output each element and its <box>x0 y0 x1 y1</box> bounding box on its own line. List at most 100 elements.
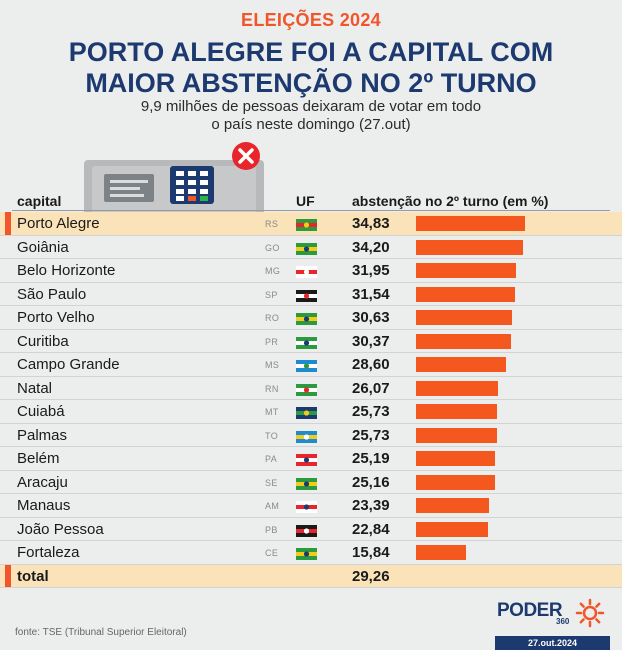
state-flag-icon <box>296 453 317 466</box>
state-flag-icon <box>296 242 317 255</box>
abstention-bar <box>416 521 488 537</box>
capital-name: João Pessoa <box>17 520 104 538</box>
capital-name: Belém <box>17 450 60 467</box>
abstention-bar <box>416 263 516 278</box>
table-row: São Paulo SP 31,54 <box>0 283 622 306</box>
table-row: Belém PA 25,19 <box>0 447 622 471</box>
headline: PORTO ALEGRE FOI A CAPITAL COM MAIOR ABS… <box>0 37 622 99</box>
capital-name: Porto Velho <box>17 309 95 326</box>
capital-name: Campo Grande <box>17 356 120 373</box>
date-badge: 27.out.2024 <box>495 636 610 650</box>
table-row: Curitiba PR 30,37 <box>0 330 622 353</box>
capital-name: Fortaleza <box>17 544 80 561</box>
state-flag-icon <box>296 524 317 537</box>
capital-name: Natal <box>17 379 53 397</box>
abstention-value: 30,37 <box>352 332 390 350</box>
abstention-value: 25,19 <box>352 450 390 467</box>
abstention-value: 34,20 <box>352 238 390 256</box>
capital-name: São Paulo <box>17 285 87 303</box>
table-row: Porto Velho RO 30,63 <box>0 306 622 330</box>
state-flag-icon <box>296 477 317 490</box>
table-row: Belo Horizonte MG 31,95 <box>0 259 622 283</box>
column-header-uf: UF <box>296 193 315 209</box>
table-row: Porto Alegre RS 34,83 <box>0 212 622 236</box>
uf-code: MS <box>265 360 280 370</box>
table-row: Fortaleza CE 15,84 <box>0 541 622 565</box>
uf-code: MT <box>265 407 279 417</box>
uf-code: AM <box>265 501 280 511</box>
table-row: Aracaju SE 25,16 <box>0 471 622 494</box>
uf-code: RN <box>265 383 279 394</box>
abstention-bar <box>416 451 495 466</box>
uf-code: TO <box>265 430 279 441</box>
uf-code: PA <box>265 454 278 464</box>
abstention-value: 31,95 <box>352 262 390 279</box>
abstention-bar <box>416 239 523 255</box>
state-flag-icon <box>296 336 317 349</box>
abstention-bar <box>416 357 506 372</box>
source-note: fonte: TSE (Tribunal Superior Eleitoral) <box>15 627 187 638</box>
uf-code: PB <box>265 524 278 535</box>
capital-name: Belo Horizonte <box>17 262 116 279</box>
state-flag-icon <box>296 312 317 325</box>
kicker: ELEIÇÕES 2024 <box>241 10 381 30</box>
abstention-bar <box>416 380 498 396</box>
brand-logo: PODER <box>497 600 563 621</box>
abstention-value: 28,60 <box>352 356 390 373</box>
abstention-bar <box>416 545 466 560</box>
abstention-value: 25,73 <box>352 426 390 444</box>
abstention-value: 31,54 <box>352 285 390 303</box>
abstention-bar <box>416 404 497 419</box>
total-label: total <box>17 567 49 585</box>
abstention-value: 22,84 <box>352 520 390 538</box>
capital-name: Curitiba <box>17 332 69 350</box>
abstention-bar <box>416 310 512 325</box>
voting-machine-icon <box>84 142 264 215</box>
state-flag-icon <box>296 359 317 372</box>
capital-name: Manaus <box>17 497 71 514</box>
abstention-value: 30,63 <box>352 309 390 326</box>
capital-name: Cuiabá <box>17 403 65 420</box>
total-row: total 29,26 <box>0 564 622 588</box>
uf-code: GO <box>265 242 280 253</box>
total-value: 29,26 <box>352 567 390 585</box>
uf-code: SP <box>265 289 278 300</box>
abstention-bar <box>416 333 511 349</box>
table-row: João Pessoa PB 22,84 <box>0 518 622 541</box>
state-flag-icon <box>296 383 317 396</box>
capital-name: Aracaju <box>17 473 68 491</box>
headline-line-2: MAIOR ABSTENÇÃO NO 2º TURNO <box>85 68 537 98</box>
state-flag-icon <box>296 430 317 443</box>
abstention-value: 15,84 <box>352 544 390 561</box>
header-divider <box>12 210 610 211</box>
abstention-bar <box>416 498 490 513</box>
uf-code: SE <box>265 477 278 488</box>
abstention-value: 25,16 <box>352 473 390 491</box>
uf-code: MG <box>265 266 281 276</box>
column-header-abstention: abstenção no 2º turno (em %) <box>352 193 549 209</box>
uf-code: CE <box>265 548 279 558</box>
capital-name: Palmas <box>17 426 68 444</box>
subtitle-line-1: 9,9 milhões de pessoas deixaram de votar… <box>140 98 482 115</box>
subtitle-line-2: o país neste domingo (27.out) <box>211 116 411 133</box>
abstention-table: Porto Alegre RS 34,83 Goiânia GO 34,20 Belo Ho… <box>0 212 622 588</box>
brand-logo-suffix: 360 <box>556 617 570 626</box>
state-flag-icon <box>296 500 317 513</box>
state-flag-icon <box>296 218 317 231</box>
state-flag-icon <box>296 547 317 560</box>
state-flag-icon <box>296 265 317 278</box>
table-row: Palmas TO 25,73 <box>0 424 622 447</box>
table-row: Cuiabá MT 25,73 <box>0 400 622 424</box>
table-row: Goiânia GO 34,20 <box>0 236 622 259</box>
abstention-bar <box>416 427 497 443</box>
subtitle: 9,9 milhões de pessoas deixaram de votar… <box>0 98 622 134</box>
abstention-bar <box>416 474 495 490</box>
capital-name: Goiânia <box>17 238 69 256</box>
abstention-value: 34,83 <box>352 215 390 232</box>
abstention-value: 23,39 <box>352 497 390 514</box>
uf-code: RO <box>265 313 280 323</box>
column-header-capital: capital <box>17 193 62 209</box>
state-flag-icon <box>296 289 317 302</box>
brand-sun-icon <box>575 598 605 628</box>
abstention-bar <box>416 216 525 231</box>
